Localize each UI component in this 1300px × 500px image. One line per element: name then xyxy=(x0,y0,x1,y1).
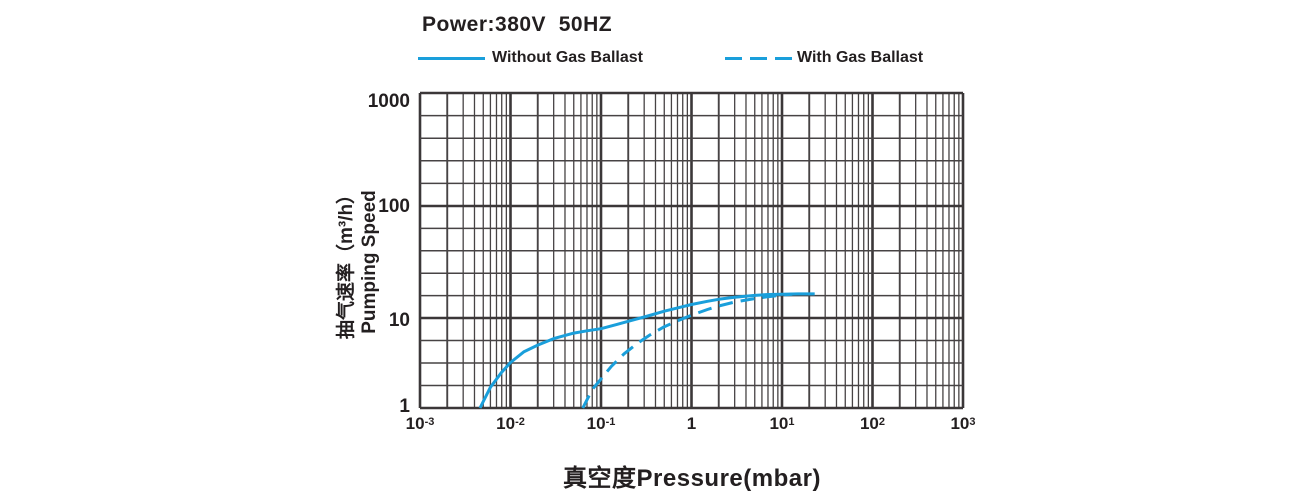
x-tick-label: 101 xyxy=(769,414,795,433)
y-tick-label: 1 xyxy=(399,396,410,417)
legend-solid-line-sample xyxy=(418,57,485,60)
x-tick-label: 10-3 xyxy=(405,414,435,433)
legend-dashed-line-sample xyxy=(775,57,792,60)
y-tick-label: 100 xyxy=(378,196,410,217)
x-tick-label: 103 xyxy=(950,414,976,433)
x-tick-label: 10-1 xyxy=(586,414,616,433)
chart-title: Power:380V 50HZ xyxy=(422,13,613,36)
x-axis-title: 真空度Pressure(mbar) xyxy=(563,465,821,492)
curve-without-gas-ballast xyxy=(478,292,815,409)
legend-label-with-gas-ballast: With Gas Ballast xyxy=(797,49,924,66)
x-tick-label: 10-2 xyxy=(496,414,525,433)
y-axis-title-en: Pumping Speed xyxy=(359,190,380,334)
y-tick-label: 1000 xyxy=(367,91,410,112)
x-tick-label: 102 xyxy=(859,414,886,433)
legend-dashed-line-sample xyxy=(725,57,742,60)
legend-dashed-line-sample xyxy=(750,57,767,60)
y-axis-title: 抽气速率（m³/h） Pumping Speed xyxy=(258,162,458,362)
legend-label-without-gas-ballast: Without Gas Ballast xyxy=(492,49,643,66)
y-axis-title-cn: 抽气速率（m³/h） xyxy=(336,184,357,340)
y-tick-label: 10 xyxy=(388,310,410,331)
x-tick-label: 1 xyxy=(686,414,697,433)
curve-with-gas-ballast xyxy=(581,292,793,409)
